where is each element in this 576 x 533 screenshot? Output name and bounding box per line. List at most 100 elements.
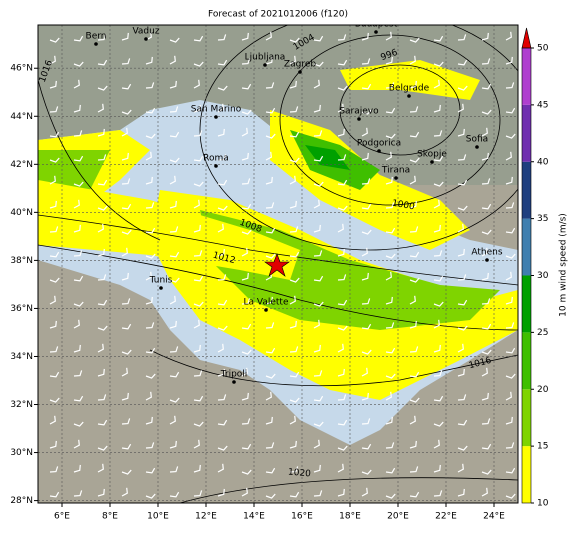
city-label: Podgorica bbox=[357, 139, 401, 149]
wind-barb bbox=[337, 103, 344, 113]
wind-barb bbox=[193, 224, 201, 233]
wind-barb bbox=[49, 466, 59, 473]
wind-barb bbox=[265, 176, 273, 185]
wind-barb bbox=[337, 419, 348, 426]
wind-barb bbox=[433, 301, 444, 307]
wind-barb bbox=[49, 37, 60, 43]
wind-barb bbox=[409, 397, 420, 403]
wind-barb bbox=[49, 157, 60, 163]
wind-barb bbox=[49, 320, 57, 329]
colorbar-segment bbox=[522, 161, 531, 219]
colorbar-tick-label: 10 bbox=[537, 499, 549, 509]
wind-barb bbox=[97, 205, 108, 211]
wind-barb bbox=[97, 103, 104, 113]
city-label: Sofia bbox=[466, 135, 488, 145]
wind-barb bbox=[241, 32, 249, 41]
wind-barb bbox=[337, 325, 348, 331]
colorbar-tick-label: 50 bbox=[537, 44, 549, 54]
wind-barb bbox=[505, 493, 516, 499]
wind-barb bbox=[313, 421, 324, 427]
wind-barb bbox=[169, 80, 177, 89]
wind-barb bbox=[361, 349, 372, 355]
lat-tick-label: 36°N bbox=[10, 304, 33, 314]
wind-barb bbox=[169, 320, 177, 329]
wind-barb bbox=[193, 79, 200, 89]
wind-barb bbox=[169, 371, 180, 378]
wind-barb bbox=[121, 32, 129, 41]
wind-barb bbox=[121, 229, 132, 235]
wind-barb bbox=[193, 181, 204, 187]
wind-barb bbox=[409, 466, 419, 473]
wind-barb bbox=[385, 56, 393, 65]
city-label: Zagreb bbox=[284, 60, 316, 70]
city-dot bbox=[214, 115, 218, 119]
lat-tick-label: 44°N bbox=[10, 112, 33, 122]
wind-barb bbox=[265, 347, 276, 354]
wind-barb bbox=[505, 56, 513, 65]
city-dot bbox=[264, 308, 268, 312]
colorbar-tick-label: 35 bbox=[537, 214, 548, 224]
wind-barb bbox=[385, 347, 396, 354]
wind-barb bbox=[505, 202, 515, 209]
wind-barb bbox=[505, 416, 513, 425]
wind-barb bbox=[121, 349, 132, 355]
wind-barb bbox=[289, 346, 299, 353]
wind-barb bbox=[289, 277, 300, 283]
wind-barb bbox=[433, 79, 440, 89]
wind-barb bbox=[217, 103, 224, 113]
wind-barb bbox=[49, 346, 59, 353]
wind-barb bbox=[313, 61, 324, 67]
city-dot bbox=[377, 149, 381, 153]
wind-barb bbox=[241, 83, 252, 90]
wind-barb bbox=[169, 346, 179, 353]
wind-barb bbox=[337, 85, 348, 91]
wind-barb bbox=[433, 130, 443, 137]
wind-barb bbox=[289, 106, 299, 113]
wind-barb bbox=[73, 395, 84, 402]
lat-tick-label: 32°N bbox=[10, 400, 33, 410]
lon-tick-label: 22°E bbox=[435, 512, 457, 522]
wind-barb bbox=[241, 109, 252, 115]
wind-barb bbox=[337, 59, 348, 66]
wind-barb bbox=[433, 344, 441, 353]
wind-barb bbox=[265, 467, 276, 474]
wind-barb bbox=[49, 175, 56, 185]
wind-barb bbox=[217, 248, 225, 257]
wind-barb bbox=[457, 325, 468, 331]
wind-barb bbox=[145, 151, 152, 161]
wind-barb bbox=[361, 367, 368, 377]
colorbar-segment bbox=[522, 389, 531, 447]
wind-barb bbox=[361, 127, 368, 137]
wind-barb bbox=[73, 79, 80, 89]
wind-barb bbox=[169, 277, 180, 283]
wind-barb bbox=[49, 55, 56, 65]
wind-barb bbox=[265, 82, 275, 89]
wind-barb bbox=[145, 467, 156, 474]
wind-barb bbox=[409, 200, 417, 209]
wind-barb bbox=[217, 205, 228, 211]
wind-barb bbox=[169, 175, 176, 185]
wind-barb bbox=[289, 55, 296, 65]
wind-barb bbox=[289, 200, 297, 209]
wind-barb bbox=[385, 133, 396, 139]
city-dot bbox=[144, 37, 148, 41]
wind-barb bbox=[361, 203, 372, 210]
wind-barb bbox=[289, 37, 300, 43]
wind-barb bbox=[289, 251, 300, 258]
wind-barb bbox=[385, 493, 396, 499]
wind-barb bbox=[505, 176, 513, 185]
lat-tick-label: 38°N bbox=[10, 256, 33, 266]
wind-barb bbox=[457, 488, 465, 497]
wind-barb bbox=[289, 320, 297, 329]
wind-barb bbox=[265, 442, 275, 449]
wind-barb bbox=[265, 31, 272, 41]
isobar-label: 1000 bbox=[391, 199, 416, 213]
wind-barb bbox=[457, 463, 464, 473]
wind-barb bbox=[361, 272, 369, 281]
wind-barb bbox=[433, 35, 444, 42]
wind-barb bbox=[313, 344, 321, 353]
lat-tick-label: 42°N bbox=[10, 160, 33, 170]
wind-barb bbox=[289, 466, 299, 473]
wind-barb bbox=[289, 491, 300, 498]
